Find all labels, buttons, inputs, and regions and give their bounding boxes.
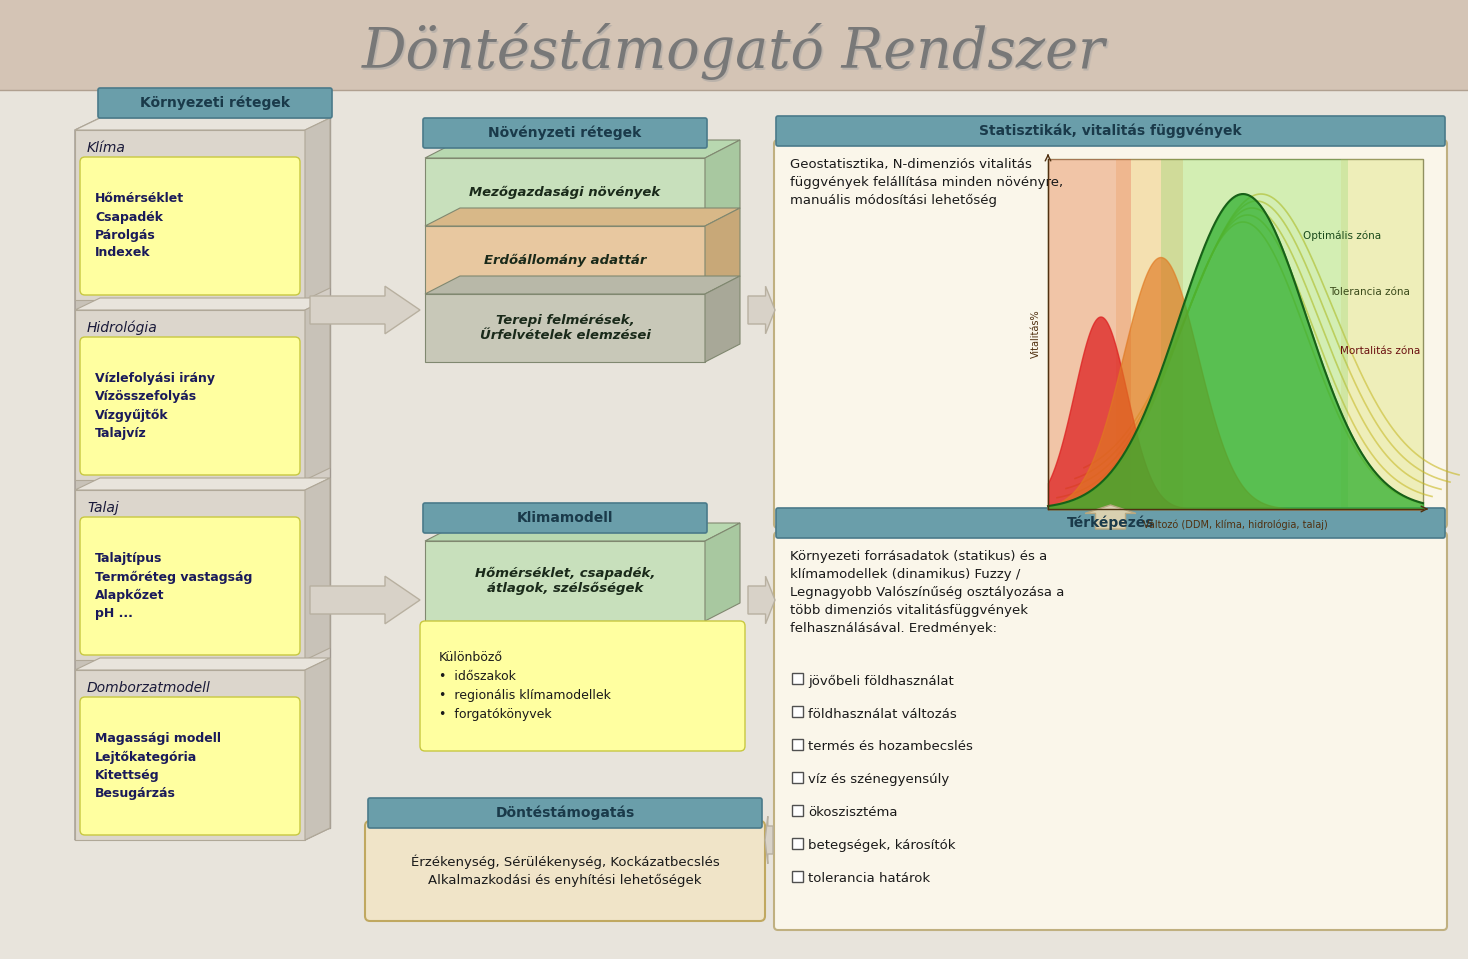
Bar [793, 739, 803, 750]
Bar [1048, 159, 1130, 509]
FancyBboxPatch shape [420, 621, 744, 751]
Bar [0, 0, 1468, 90]
FancyBboxPatch shape [79, 697, 299, 835]
Bar [426, 158, 705, 226]
Bar [793, 673, 803, 684]
Text: Terepi felmérések,
Űrfelvételek elemzései: Terepi felmérések, Űrfelvételek elemzése… [480, 314, 650, 342]
Text: Növényzeti rétegek: Növényzeti rétegek [489, 126, 642, 140]
Polygon shape [1085, 505, 1136, 529]
Text: jövőbeli földhasználat: jövőbeli földhasználat [807, 674, 954, 688]
Polygon shape [305, 298, 330, 480]
Bar [75, 130, 305, 300]
Text: Mortalitás zóna: Mortalitás zóna [1340, 346, 1421, 357]
Polygon shape [426, 276, 740, 294]
Text: ökoszisztéma: ökoszisztéma [807, 807, 897, 820]
Text: Környezeti forrásadatok (statikus) és a
klímamodellek (dinamikus) Fuzzy /
Legnag: Környezeti forrásadatok (statikus) és a … [790, 550, 1064, 635]
FancyBboxPatch shape [774, 532, 1447, 930]
Text: Erdőállomány adattár: Erdőállomány adattár [484, 253, 646, 267]
Bar [793, 871, 803, 882]
Text: Döntéstámogató Rendszer: Döntéstámogató Rendszer [364, 26, 1108, 82]
Text: Térképezés: Térképezés [1067, 516, 1154, 530]
Bar [793, 805, 803, 816]
Text: földhasználat változás: földhasználat változás [807, 708, 957, 720]
Text: Hőmérséklet, csapadék,
átlagok, szélsőségek: Hőmérséklet, csapadék, átlagok, szélsősé… [474, 567, 655, 596]
Text: tolerancia határok: tolerancia határok [807, 873, 931, 885]
Polygon shape [75, 478, 330, 490]
Text: Döntéstámogatás: Döntéstámogatás [495, 806, 634, 820]
Text: Érzékenység, Sérülékenység, Kockázatbecslés
Alkalmazkodási és enyhítési lehetősé: Érzékenység, Sérülékenység, Kockázatbecs… [411, 854, 719, 887]
Text: Tolerancia zóna: Tolerancia zóna [1329, 287, 1411, 297]
Polygon shape [75, 118, 330, 130]
Bar [75, 310, 305, 480]
Polygon shape [75, 828, 330, 840]
Text: Magassági modell
Lejtőkategória
Kitettség
Besugárzás: Magassági modell Lejtőkategória Kitettsé… [95, 733, 222, 800]
Polygon shape [310, 576, 420, 623]
Bar [1161, 159, 1348, 509]
Polygon shape [75, 658, 330, 670]
Text: Optimális zóna: Optimális zóna [1304, 231, 1381, 242]
Text: betegségek, károsítók: betegségek, károsítók [807, 839, 956, 853]
FancyBboxPatch shape [423, 503, 708, 533]
Polygon shape [749, 576, 775, 623]
Text: Klíma: Klíma [87, 141, 126, 155]
Text: Statisztikák, vitalitás függvények: Statisztikák, vitalitás függvények [979, 124, 1242, 138]
Bar [793, 706, 803, 717]
Text: Vízlefolyási irány
Vízösszefolyás
Vízgyűjtők
Talajvíz: Vízlefolyási irány Vízösszefolyás Vízgyű… [95, 372, 214, 439]
Bar [1340, 159, 1422, 509]
Bar [793, 838, 803, 849]
Text: Talaj: Talaj [87, 501, 119, 515]
Polygon shape [305, 478, 330, 660]
Text: termés és hozambecslés: termés és hozambecslés [807, 740, 973, 754]
Bar [426, 294, 705, 362]
Polygon shape [75, 298, 330, 310]
Bar [426, 541, 705, 621]
Bar [793, 772, 803, 783]
Text: Hidrológia: Hidrológia [87, 320, 157, 336]
Polygon shape [765, 816, 774, 864]
FancyBboxPatch shape [423, 118, 708, 148]
FancyBboxPatch shape [79, 337, 299, 475]
Polygon shape [310, 286, 420, 334]
FancyBboxPatch shape [777, 116, 1445, 146]
Polygon shape [749, 286, 775, 334]
Text: Domborzatmodell: Domborzatmodell [87, 681, 211, 695]
Text: Változó (DDM, klíma, hidrológia, talaj): Változó (DDM, klíma, hidrológia, talaj) [1144, 520, 1329, 530]
Bar [426, 226, 705, 294]
FancyBboxPatch shape [98, 88, 332, 118]
Text: Döntéstámogató Rendszer: Döntéstámogató Rendszer [363, 25, 1107, 82]
FancyBboxPatch shape [79, 157, 299, 295]
Text: Geostatisztika, N-dimenziós vitalitás
függvények felállítása minden növényre,
ma: Geostatisztika, N-dimenziós vitalitás fü… [790, 158, 1063, 207]
Polygon shape [305, 658, 330, 840]
FancyBboxPatch shape [79, 517, 299, 655]
Polygon shape [305, 118, 330, 300]
Bar [1116, 159, 1183, 509]
Text: Talajtípus
Termőréteg vastagság
Alapkőzet
pH ...: Talajtípus Termőréteg vastagság Alapkőze… [95, 552, 252, 620]
Polygon shape [705, 208, 740, 294]
Text: Mezőgazdasági növények: Mezőgazdasági növények [470, 185, 661, 199]
Text: Klimamodell: Klimamodell [517, 511, 614, 525]
Bar [1048, 159, 1422, 509]
Bar [75, 670, 305, 840]
Polygon shape [426, 523, 740, 541]
FancyBboxPatch shape [366, 821, 765, 921]
Polygon shape [426, 140, 740, 158]
Text: Vitalitás%: Vitalitás% [1031, 310, 1041, 359]
Bar [75, 490, 305, 660]
Text: Döntéstámogató Rendszer: Döntéstámogató Rendszer [363, 24, 1105, 81]
FancyBboxPatch shape [368, 798, 762, 828]
Polygon shape [426, 208, 740, 226]
Polygon shape [705, 523, 740, 621]
Polygon shape [705, 276, 740, 362]
Polygon shape [705, 140, 740, 226]
FancyBboxPatch shape [774, 140, 1447, 528]
Text: víz és szénegyensúly: víz és szénegyensúly [807, 774, 950, 786]
Bar [100, 118, 330, 828]
Polygon shape [75, 118, 100, 840]
Text: Környezeti rétegek: Környezeti rétegek [139, 96, 291, 110]
Text: Különböző
•  időszakok
•  regionális klímamodellek
•  forgatókönyvek: Különböző • időszakok • regionális klíma… [439, 651, 611, 721]
FancyBboxPatch shape [777, 508, 1445, 538]
Text: Hőmérséklet
Csapadék
Párolgás
Indexek: Hőmérséklet Csapadék Párolgás Indexek [95, 193, 184, 260]
